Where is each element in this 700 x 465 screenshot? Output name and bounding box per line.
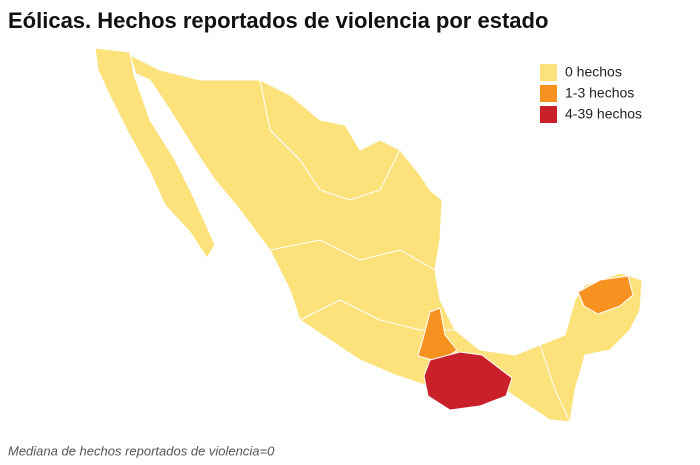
legend-label: 0 hechos [565,64,622,80]
footnote: Mediana de hechos reportados de violenci… [8,443,275,458]
title: Eólicas. Hechos reportados de violencia … [8,8,548,33]
state-oaxaca [423,351,513,411]
legend: 0 hechos 1-3 hechos 4-39 hechos [540,64,642,123]
state-border [539,344,571,423]
baja-peninsula [94,47,216,259]
state-yucatan [577,275,634,315]
legend-swatch [540,106,557,123]
state-border [259,79,401,201]
state-border [269,239,436,271]
legend-label: 4-39 hechos [565,106,642,122]
legend-label: 1-3 hechos [565,85,634,101]
legend-swatch [540,85,557,102]
legend-swatch [540,64,557,81]
mainland [129,54,643,423]
map [94,47,643,423]
